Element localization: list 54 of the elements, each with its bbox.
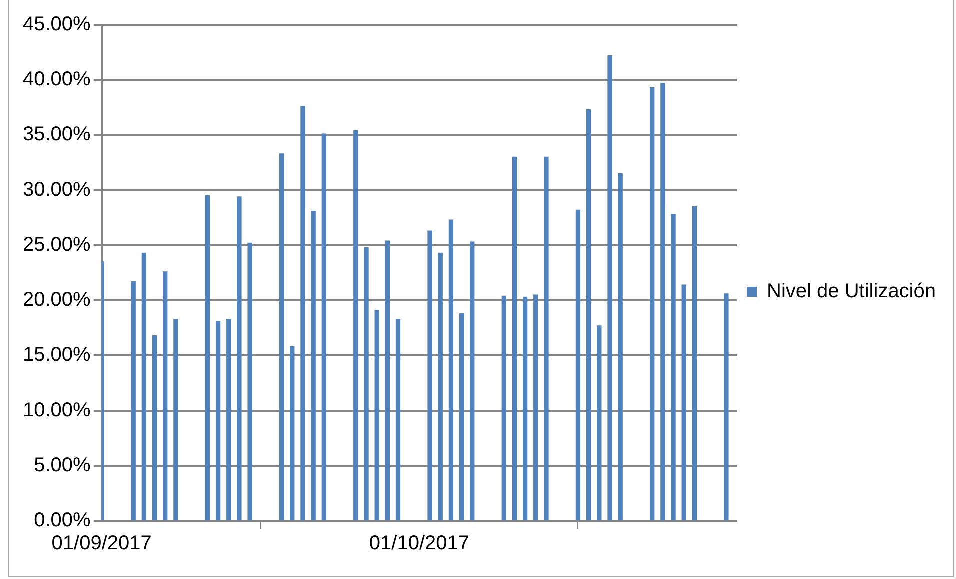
- bar: [522, 296, 528, 520]
- bar: [671, 214, 676, 520]
- bar: [163, 272, 168, 520]
- bar: [692, 206, 698, 520]
- y-tick-label: 0.00%: [34, 510, 92, 532]
- bar: [396, 318, 401, 520]
- bar: [290, 346, 295, 520]
- y-tick-label: 20.00%: [22, 289, 92, 312]
- y-tick-label: 5.00%: [34, 454, 92, 476]
- bar: [618, 173, 623, 520]
- legend-label: Nivel de Utilización: [767, 280, 936, 303]
- bar: [311, 210, 316, 520]
- bar: [205, 196, 210, 520]
- bar: [428, 230, 432, 520]
- bar: [216, 321, 221, 520]
- bar: [650, 87, 655, 520]
- bar: [459, 313, 464, 520]
- y-tick-label: 10.00%: [22, 399, 92, 422]
- bar: [354, 130, 358, 520]
- bar: [364, 247, 369, 520]
- bar: [597, 326, 602, 520]
- y-tick-label: 40.00%: [22, 68, 92, 91]
- y-tick-label: 35.00%: [22, 124, 92, 146]
- bar: [300, 106, 306, 520]
- bar: [448, 220, 454, 520]
- bar: [226, 318, 232, 520]
- bar: [385, 240, 390, 520]
- x-tick-label: 01/10/2017: [369, 532, 470, 555]
- bar: [682, 284, 686, 520]
- bar: [576, 210, 581, 520]
- bar: [544, 156, 549, 520]
- bar: [534, 294, 538, 520]
- bar: [237, 196, 242, 520]
- bar: [470, 242, 475, 520]
- bar: [512, 156, 518, 520]
- bar: [374, 310, 380, 520]
- bar: [142, 252, 147, 520]
- bar: [438, 252, 443, 520]
- bar: [152, 335, 158, 520]
- y-tick-label: 25.00%: [22, 234, 92, 256]
- bar: [322, 134, 326, 520]
- bar: [608, 56, 612, 520]
- bar: [660, 83, 666, 520]
- bar: [724, 294, 729, 520]
- bar: [586, 110, 592, 520]
- bar: [248, 242, 252, 520]
- y-tick-label: 15.00%: [22, 344, 92, 366]
- y-tick-label: 45.00%: [22, 14, 92, 36]
- x-tick-label: 01/09/2017: [52, 532, 152, 555]
- bar: [131, 281, 136, 520]
- bar: [279, 154, 284, 520]
- y-tick-label: 30.00%: [22, 178, 92, 201]
- bar: [174, 318, 178, 520]
- bar: [502, 296, 506, 520]
